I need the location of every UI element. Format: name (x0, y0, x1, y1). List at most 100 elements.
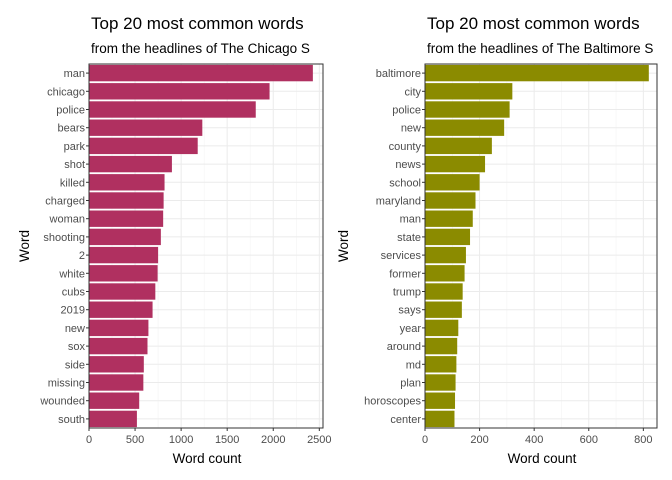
chicago-x-tick-label: 1500 (215, 434, 239, 446)
baltimore-bar-says (425, 301, 462, 318)
baltimore-category-label: md (406, 359, 421, 371)
chicago-category-label: shot (64, 159, 85, 171)
baltimore-category-label: school (389, 177, 421, 189)
chicago-panel-border (88, 63, 324, 429)
chicago-y-axis-label: Word (17, 230, 32, 262)
chicago-bar-side (89, 356, 144, 373)
chicago-chart-title: Top 20 most common words (91, 14, 304, 33)
chicago-bar-police (89, 101, 256, 118)
chicago-bar-charged (89, 192, 164, 209)
baltimore-bar-former (425, 265, 465, 282)
chicago-x-tick-label: 500 (126, 434, 144, 446)
baltimore-bar-city (425, 83, 513, 100)
chicago-category-label: sox (68, 341, 86, 353)
baltimore-category-label: center (390, 414, 421, 426)
baltimore-category-label: services (381, 250, 422, 262)
baltimore-category-label: man (400, 214, 421, 226)
chicago-x-axis-label: Word count (173, 451, 242, 466)
chicago-bar-killed (89, 174, 165, 191)
chicago-category-label: charged (45, 196, 85, 208)
chicago-bar-shot (89, 155, 172, 173)
baltimore-x-tick-label: 0 (422, 434, 428, 446)
chicago-category-label: killed (60, 177, 85, 189)
chicago-x-tick-label: 0 (86, 434, 92, 446)
chicago-category-label: side (65, 359, 85, 371)
chicago-bar-2 (89, 246, 159, 264)
baltimore-y-axis-label: Word (336, 230, 351, 262)
chicago-bar-new (89, 319, 149, 337)
baltimore-bar-plan (425, 374, 456, 391)
baltimore-category-label: county (389, 141, 422, 153)
baltimore-bar-police (425, 101, 510, 118)
baltimore-category-label: news (395, 159, 421, 171)
baltimore-x-tick-label: 200 (470, 434, 488, 446)
chicago-chart-subtitle: from the headlines of The Chicago S (91, 41, 310, 56)
baltimore-category-label: new (401, 123, 421, 135)
baltimore-bar-services (425, 246, 466, 264)
baltimore-category-label: former (389, 268, 421, 280)
baltimore-category-label: plan (400, 378, 421, 390)
chicago-category-label: police (56, 105, 85, 117)
baltimore-x-tick-label: 600 (580, 434, 598, 446)
baltimore-chart-subtitle: from the headlines of The Baltimore S (427, 41, 653, 56)
baltimore-category-label: state (397, 232, 421, 244)
baltimore-bar-around (425, 337, 458, 355)
baltimore-bar-maryland (425, 192, 476, 209)
baltimore-category-label: city (405, 86, 422, 98)
baltimore-plot-area: baltimore city police new county news school ma… (364, 63, 658, 446)
baltimore-category-label: around (387, 341, 421, 353)
chicago-category-label: shooting (43, 232, 85, 244)
baltimore-category-label: trump (393, 287, 421, 299)
baltimore-bar-county (425, 137, 492, 155)
baltimore-bar-state (425, 228, 471, 246)
chicago-chart-panel: Top 20 most common words from the headli… (17, 14, 332, 466)
chicago-x-tick-label: 1000 (169, 434, 193, 446)
baltimore-bar-horoscopes (425, 392, 456, 409)
baltimore-x-tick-label: 800 (634, 434, 652, 446)
chicago-bar-woman (89, 210, 164, 227)
chicago-category-label: chicago (47, 86, 85, 98)
baltimore-bar-year (425, 319, 459, 337)
baltimore-category-label: horoscopes (364, 396, 421, 408)
chicago-category-label: man (64, 68, 85, 80)
chicago-bar-man (89, 64, 313, 82)
chicago-bar-shooting (89, 228, 161, 246)
chicago-plot-area: man chicago police bears park shot killed charg… (39, 63, 332, 446)
chicago-bar-bears (89, 119, 203, 136)
chicago-category-label: bears (57, 123, 85, 135)
chicago-bar-south (89, 410, 137, 428)
chicago-category-label: white (58, 268, 85, 280)
baltimore-bar-md (425, 356, 457, 373)
baltimore-category-label: baltimore (376, 68, 421, 80)
baltimore-category-label: year (400, 323, 422, 335)
chicago-bar-wounded (89, 392, 140, 409)
baltimore-category-label: police (392, 105, 421, 117)
baltimore-bar-school (425, 174, 480, 191)
baltimore-bar-trump (425, 283, 463, 300)
chicago-category-label: woman (49, 214, 85, 226)
chicago-category-label: new (65, 323, 85, 335)
baltimore-x-tick-label: 400 (525, 434, 543, 446)
baltimore-bar-news (425, 155, 486, 173)
chicago-category-label: south (58, 414, 85, 426)
chicago-bar-park (89, 137, 198, 155)
chicago-x-tick-label: 2000 (261, 434, 285, 446)
baltimore-bar-new (425, 119, 505, 136)
baltimore-bar-man (425, 210, 473, 227)
chicago-category-label: 2 (79, 250, 85, 262)
baltimore-x-axis-label: Word count (508, 451, 577, 466)
chicago-bar-cubs (89, 283, 156, 300)
baltimore-chart-title: Top 20 most common words (427, 14, 640, 33)
chicago-bar-sox (89, 337, 148, 355)
chicago-bar-chicago (89, 83, 270, 100)
chicago-bar-missing (89, 374, 144, 391)
chicago-category-label: park (64, 141, 86, 153)
chicago-bar-white (89, 265, 158, 282)
baltimore-bar-baltimore (425, 64, 649, 82)
baltimore-category-label: maryland (376, 196, 421, 208)
chicago-category-label: wounded (39, 396, 85, 408)
chicago-category-label: missing (48, 378, 85, 390)
chicago-category-label: cubs (62, 287, 86, 299)
chicago-category-label: 2019 (61, 305, 85, 317)
